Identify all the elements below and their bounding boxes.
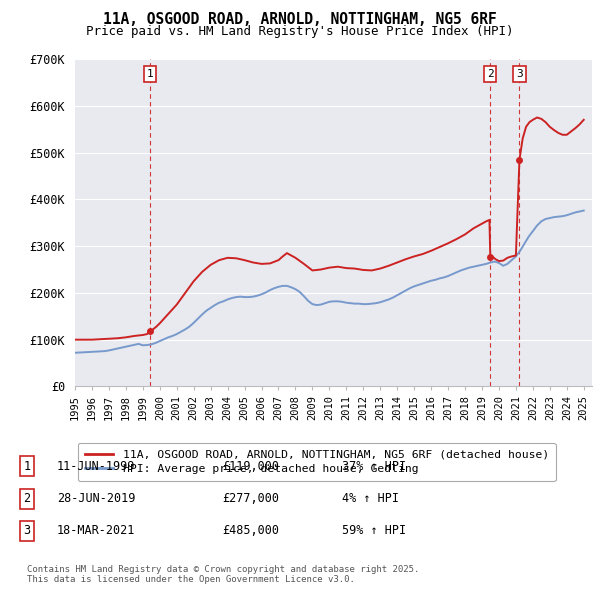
Text: 28-JUN-2019: 28-JUN-2019 (57, 492, 136, 505)
Text: 4% ↑ HPI: 4% ↑ HPI (342, 492, 399, 505)
Text: £119,000: £119,000 (222, 460, 279, 473)
Text: 2: 2 (23, 492, 31, 505)
Text: 1: 1 (23, 460, 31, 473)
Text: 59% ↑ HPI: 59% ↑ HPI (342, 525, 406, 537)
Text: £485,000: £485,000 (222, 525, 279, 537)
Text: £277,000: £277,000 (222, 492, 279, 505)
Legend: 11A, OSGOOD ROAD, ARNOLD, NOTTINGHAM, NG5 6RF (detached house), HPI: Average pri: 11A, OSGOOD ROAD, ARNOLD, NOTTINGHAM, NG… (78, 443, 556, 481)
Text: 1: 1 (147, 69, 154, 78)
Text: 3: 3 (516, 69, 523, 78)
Text: Price paid vs. HM Land Registry's House Price Index (HPI): Price paid vs. HM Land Registry's House … (86, 25, 514, 38)
Text: 18-MAR-2021: 18-MAR-2021 (57, 525, 136, 537)
Text: Contains HM Land Registry data © Crown copyright and database right 2025.
This d: Contains HM Land Registry data © Crown c… (27, 565, 419, 584)
Text: 37% ↑ HPI: 37% ↑ HPI (342, 460, 406, 473)
Text: 11A, OSGOOD ROAD, ARNOLD, NOTTINGHAM, NG5 6RF: 11A, OSGOOD ROAD, ARNOLD, NOTTINGHAM, NG… (103, 12, 497, 27)
Text: 3: 3 (23, 525, 31, 537)
Text: 11-JUN-1999: 11-JUN-1999 (57, 460, 136, 473)
Text: 2: 2 (487, 69, 494, 78)
